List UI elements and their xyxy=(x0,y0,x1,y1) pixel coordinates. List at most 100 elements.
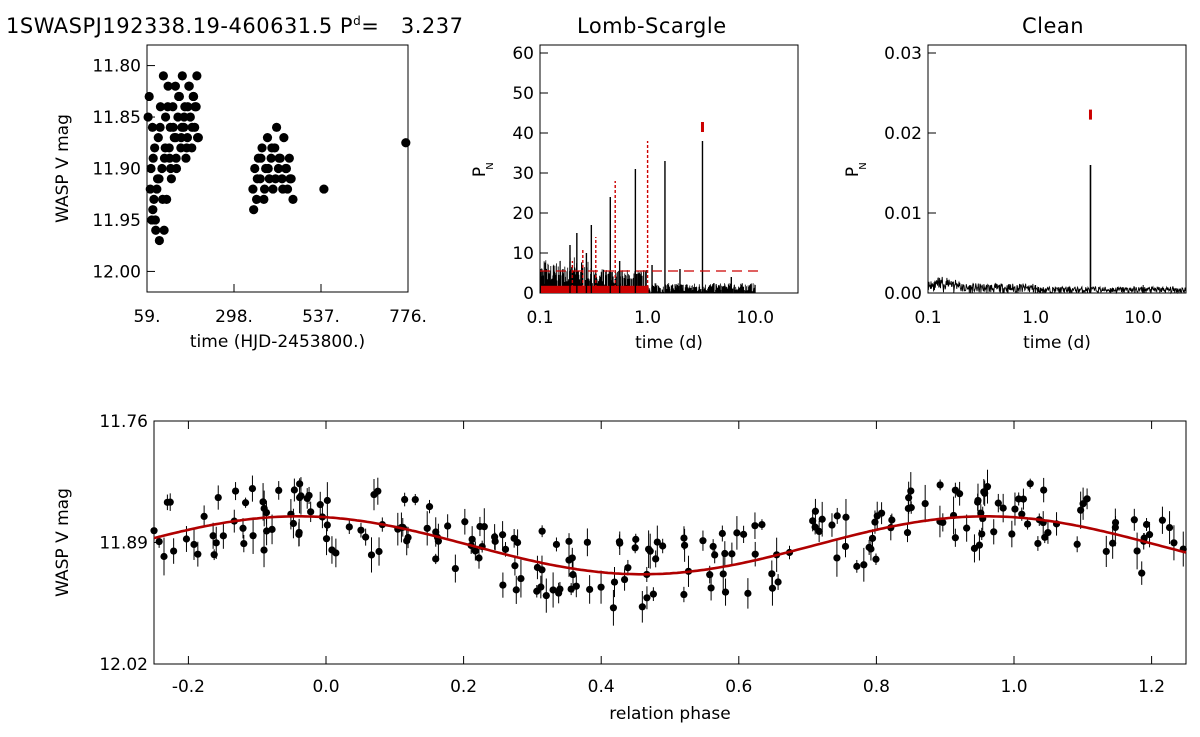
lightcurve-ylabel: WASP V mag xyxy=(53,114,73,223)
clean-ytick-label: 0.02 xyxy=(884,124,922,144)
phase-point xyxy=(1102,547,1110,556)
phase-point xyxy=(833,512,841,520)
lightcurve-point xyxy=(166,174,176,184)
phase-point xyxy=(1034,539,1042,548)
phase-point xyxy=(451,564,459,573)
phase-point xyxy=(990,528,998,536)
phase-point xyxy=(610,578,619,586)
phase-point xyxy=(248,485,257,493)
phase-point xyxy=(1008,530,1016,538)
lightcurve-point xyxy=(155,122,165,132)
phase-point xyxy=(549,586,557,594)
clean-xtick-label: 10.0 xyxy=(1124,308,1162,328)
phase-point xyxy=(209,532,217,540)
lightcurve-point xyxy=(259,194,269,204)
phase-point xyxy=(994,499,1002,507)
phase-point xyxy=(597,583,605,591)
phase-point xyxy=(498,531,507,539)
phase-point xyxy=(733,529,741,537)
phase-point xyxy=(1158,516,1167,524)
phase-xtick-label: -0.2 xyxy=(172,677,205,697)
phase-point xyxy=(260,546,268,554)
phase-point xyxy=(718,529,726,538)
phase-point xyxy=(842,513,850,521)
phase-point xyxy=(471,547,479,555)
phase-point xyxy=(461,518,469,526)
phase-point xyxy=(328,546,336,554)
phase-point xyxy=(951,534,959,542)
lightcurve-point xyxy=(192,71,202,81)
lightcurve-point xyxy=(150,143,160,153)
lightcurve-point xyxy=(250,163,260,174)
phase-point xyxy=(903,529,912,537)
phase-point xyxy=(907,504,915,512)
lightcurve-ytick-label: 11.85 xyxy=(92,108,141,128)
lightcurve-point xyxy=(285,174,295,184)
phase-point xyxy=(974,498,982,506)
phase-point xyxy=(542,592,550,600)
lightcurve-point xyxy=(183,102,193,112)
phase-point xyxy=(444,522,452,530)
phase-point xyxy=(163,498,171,506)
lightcurve-point xyxy=(150,215,160,225)
lightcurve-point xyxy=(187,122,197,132)
phase-point xyxy=(511,562,519,570)
phase-point xyxy=(295,530,303,539)
lomb-scargle-xtick-label: 1.0 xyxy=(634,308,661,328)
lightcurve-point xyxy=(281,163,292,174)
lightcurve-point xyxy=(271,122,282,132)
lomb-scargle-xtick-label: 0.1 xyxy=(526,308,553,328)
lightcurve-point xyxy=(284,153,294,163)
lightcurve-point xyxy=(145,184,155,194)
lightcurve-point xyxy=(163,102,173,112)
phase-point xyxy=(367,551,376,559)
phase-point xyxy=(517,574,525,583)
phase-point xyxy=(182,535,191,543)
phase-point xyxy=(609,604,618,612)
phase-point xyxy=(262,527,271,535)
phase-point xyxy=(1130,516,1138,524)
phase-point xyxy=(1023,520,1032,528)
phase-point xyxy=(1111,518,1120,527)
lightcurve-ytick-label: 11.80 xyxy=(92,57,141,77)
phase-axes xyxy=(153,420,1187,665)
phase-point xyxy=(374,487,382,495)
phase-point xyxy=(586,585,594,594)
phase-point xyxy=(231,487,240,495)
phase-point xyxy=(425,503,434,511)
phase-point xyxy=(303,494,311,503)
lightcurve-point xyxy=(154,235,164,246)
lightcurve-point xyxy=(171,153,181,163)
clean-ytick-label: 0.03 xyxy=(884,44,922,64)
lightcurve-point xyxy=(262,133,273,143)
lightcurve-point xyxy=(263,163,273,174)
phase-point xyxy=(210,551,218,559)
phase-ytick-label: 12.02 xyxy=(99,655,148,675)
lightcurve-ytick-label: 11.95 xyxy=(92,211,141,231)
lightcurve-point xyxy=(256,153,266,163)
lomb-scargle-ytick-label: 0 xyxy=(523,284,534,304)
phase-point xyxy=(150,527,158,535)
phase-point xyxy=(475,554,483,562)
phase-point xyxy=(728,550,736,558)
phase-point xyxy=(362,533,370,541)
lightcurve-point xyxy=(143,112,153,122)
phase-point xyxy=(537,583,545,591)
lomb-scargle-ytick-label: 60 xyxy=(512,44,534,64)
phase-xtick-label: 1.2 xyxy=(1138,677,1165,697)
lomb-scargle-xtick-label: 10.0 xyxy=(736,308,774,328)
clean-xtick-label: 1.0 xyxy=(1022,308,1049,328)
phase-point xyxy=(744,589,752,597)
phase-point xyxy=(818,515,826,523)
phase-point xyxy=(1077,506,1085,514)
phase-point xyxy=(275,486,283,495)
lomb-scargle-red-floor xyxy=(541,285,649,293)
phase-point xyxy=(555,589,563,597)
clean-title: Clean xyxy=(1022,14,1085,38)
lightcurve-point xyxy=(267,143,277,153)
phase-point xyxy=(345,523,353,531)
phase-point xyxy=(538,527,546,535)
phase-point xyxy=(323,496,331,505)
phase-point xyxy=(978,530,986,538)
